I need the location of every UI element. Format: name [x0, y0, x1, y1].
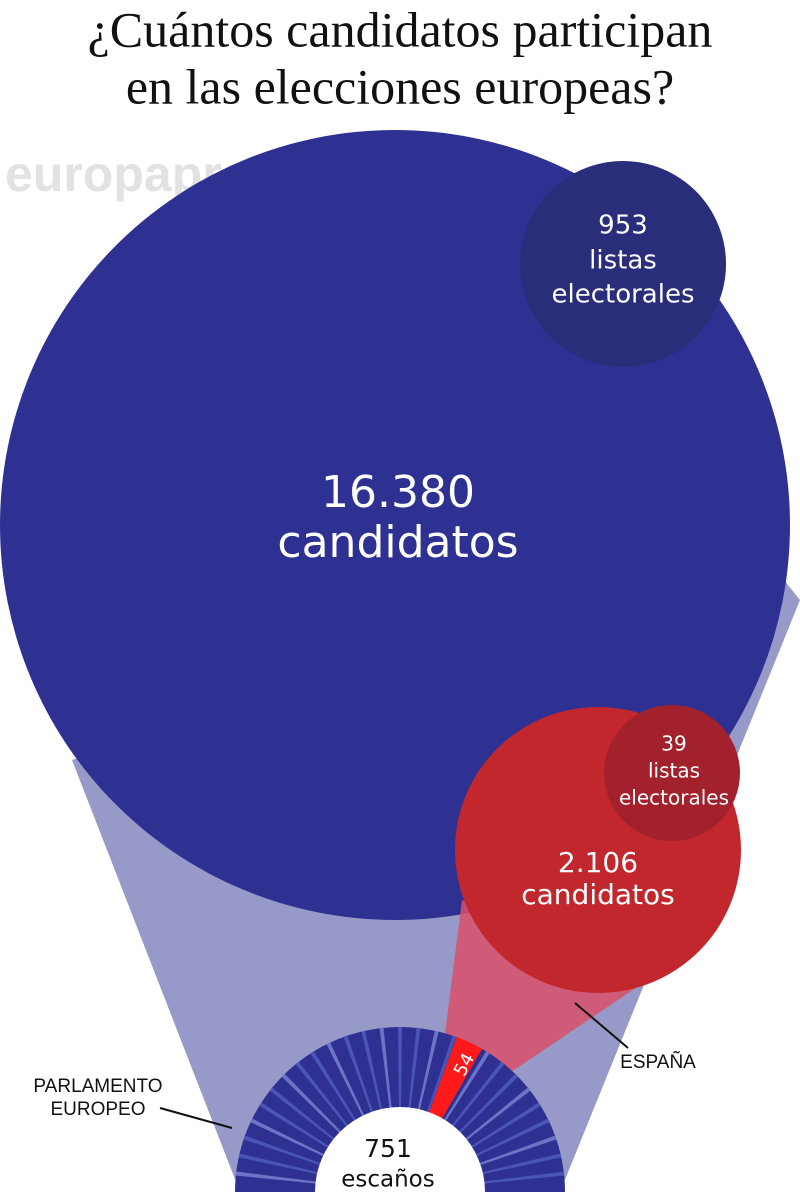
europe-candidates-number: 16.380 [321, 467, 475, 518]
europe-lists-label: listas [589, 246, 657, 276]
parliament-seats-label: escaños [341, 1167, 435, 1193]
spain-lists-label: listas [648, 759, 700, 783]
hemicycle-stripe [441, 1073, 519, 1151]
spain-candidates-number: 2.106 [558, 846, 638, 879]
hemicycle-stripe [459, 1171, 565, 1186]
hemicycle-stripe [419, 1035, 457, 1136]
hemicycle-stripe [398, 1026, 402, 1132]
hemicycle-stripe [243, 1135, 344, 1173]
hemicycle-stripe [456, 1135, 557, 1173]
parliament-seats-number: 751 [364, 1134, 412, 1163]
spain-candidates-label: candidatos [521, 878, 674, 911]
europe-lists-circle [520, 161, 726, 367]
hemicycle-stripe [269, 1087, 354, 1156]
hemicycle-stripe [450, 1102, 541, 1161]
hemicycle-stripe [436, 1061, 505, 1146]
hemicycle-stripe [412, 1030, 439, 1134]
europe-lists-number: 953 [598, 211, 648, 241]
hemicycle-stripe [361, 1030, 388, 1134]
title-line: ¿Cuántos candidatos participan [88, 1, 713, 57]
hemicycle-stripe [431, 1051, 490, 1142]
spain-lists-number: 39 [661, 732, 686, 756]
parliament-label: EUROPEO [50, 1099, 145, 1120]
hemicycle-stripe [250, 1118, 347, 1167]
hemicycle-stripe [326, 1042, 375, 1139]
pointer [159, 1107, 233, 1129]
hemicycle-stripe [458, 1153, 562, 1180]
hemicycle-stripe [235, 1171, 341, 1186]
parliament-label: PARLAMENTO [33, 1076, 162, 1097]
hemicycle-stripe [238, 1153, 342, 1180]
spain-lists-label: electorales [619, 786, 729, 810]
spain-lists-circle [604, 705, 740, 841]
hemicycle-stripe [343, 1035, 381, 1136]
hemicycle-stripe [259, 1102, 350, 1161]
hemicycle-stripe [446, 1087, 531, 1156]
europe-candidates-label: candidatos [277, 517, 518, 568]
hemicycle-stripe [281, 1073, 359, 1151]
hemicycle-stripe [310, 1051, 369, 1142]
hemicycle-stripe [379, 1027, 394, 1133]
spain-label: ESPAÑA [620, 1051, 696, 1073]
spain-seats-wedge [424, 1037, 483, 1132]
title-line: en las elecciones europeas? [126, 58, 674, 114]
europe-lists-label: electorales [552, 280, 695, 310]
hemicycle-stripe [453, 1118, 550, 1167]
hemicycle-stripe [406, 1027, 421, 1133]
hemicycle-center [315, 1107, 485, 1192]
hemicycle [235, 1026, 565, 1192]
hemicycle-stripe [295, 1061, 364, 1146]
pointer [574, 1002, 629, 1049]
